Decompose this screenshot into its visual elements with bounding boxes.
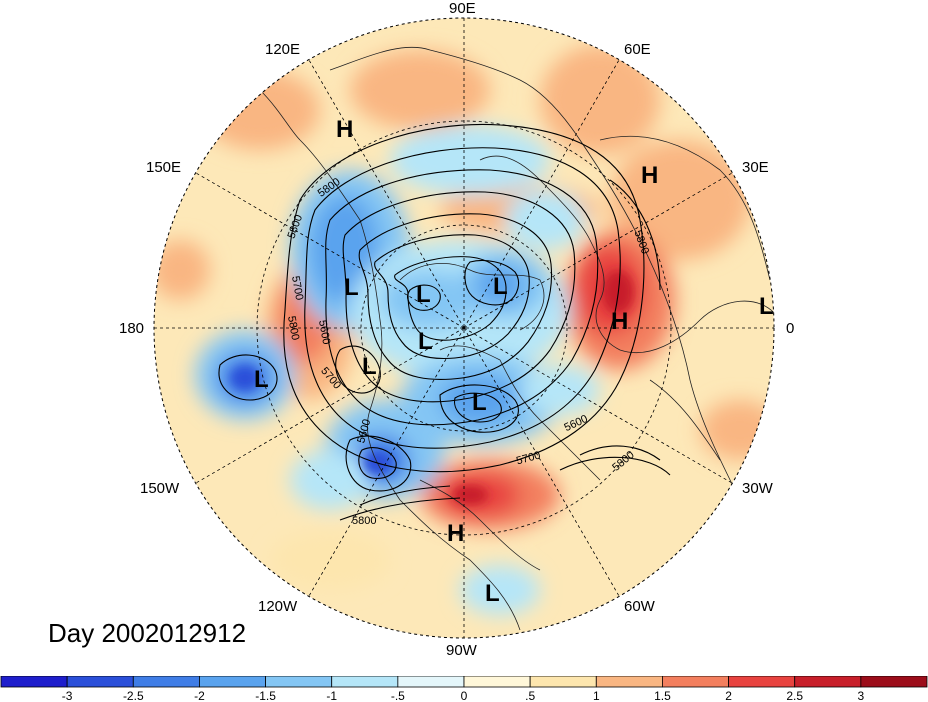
colorbar-box — [529, 676, 597, 688]
colorbar: -3 -2.5 -2 -1.5 -1 -.5 0 .5 1 1.5 2 2.5 3 — [0, 676, 928, 702]
colorbar-box — [397, 676, 465, 688]
colorbar-label: 2 — [725, 689, 732, 702]
lon-label-120e: 120E — [265, 41, 301, 58]
polar-map: 5800 5800 5700 5800 5600 5700 5600 5800 … — [153, 17, 775, 639]
lon-label-120w: 120W — [258, 598, 298, 615]
low-center: L — [418, 328, 433, 355]
colorbar-box — [265, 676, 333, 688]
lon-label-90e: 90E — [449, 0, 476, 17]
lon-label-60w: 60W — [624, 598, 655, 615]
colorbar-label: -1 — [326, 689, 337, 702]
colorbar-label: -2 — [194, 689, 205, 702]
colorbar-box — [66, 676, 134, 688]
lon-label-60e: 60E — [624, 41, 651, 58]
colorbar-label: 1 — [593, 689, 600, 702]
pressure-centers: H H L L L L L L L H L H H L — [254, 116, 774, 607]
colorbar-label: -3 — [62, 689, 73, 702]
colorbar-label: 0 — [461, 689, 468, 702]
height-contours — [218, 123, 671, 521]
map-title: Day 2002012912 — [48, 618, 247, 648]
high-center: H — [611, 308, 628, 335]
colorbar-label: -1.5 — [255, 689, 276, 702]
contour-label: 5600 — [316, 319, 332, 345]
colorbar-box — [132, 676, 200, 688]
low-center: L — [472, 389, 487, 416]
colorbar-label: -.5 — [391, 689, 405, 702]
colorbar-label: 2.5 — [786, 689, 803, 702]
low-center: L — [493, 273, 508, 300]
colorbar-box — [662, 676, 729, 688]
colorbar-box — [0, 676, 68, 688]
lon-label-30e: 30E — [742, 159, 769, 176]
colorbar-box — [794, 676, 862, 688]
contour-label: 5800 — [352, 515, 376, 527]
lon-label-0: 0 — [786, 320, 795, 337]
colorbar-box — [331, 676, 399, 688]
low-center: L — [485, 580, 500, 607]
colorbar-label: -2.5 — [123, 689, 144, 702]
lon-label-150w: 150W — [140, 480, 180, 497]
low-center: L — [362, 353, 377, 380]
colorbar-label: .5 — [525, 689, 535, 702]
anomaly-shading — [154, 18, 774, 638]
low-center: L — [254, 366, 269, 393]
low-center: L — [416, 281, 431, 308]
colorbar-box — [728, 676, 796, 688]
colorbar-boxes — [0, 676, 928, 688]
colorbar-labels: -3 -2.5 -2 -1.5 -1 -.5 0 .5 1 1.5 2 2.5 3 — [62, 689, 865, 702]
lon-label-180: 180 — [119, 320, 145, 337]
low-center: L — [344, 274, 359, 301]
lon-label-150e: 150E — [146, 159, 182, 176]
contour-label: 5700 — [289, 275, 305, 301]
colorbar-label: 3 — [858, 689, 865, 702]
colorbar-label: 1.5 — [654, 689, 671, 702]
lon-label-30w: 30W — [742, 480, 773, 497]
high-center: H — [447, 520, 464, 547]
colorbar-box — [595, 676, 663, 688]
low-center: L — [759, 293, 774, 320]
lon-label-90w: 90W — [446, 642, 477, 659]
colorbar-box — [199, 676, 266, 688]
coastlines — [259, 46, 774, 631]
colorbar-box — [860, 676, 928, 688]
colorbar-box — [463, 676, 531, 688]
high-center: H — [336, 116, 353, 143]
graticule — [154, 18, 774, 638]
contour-label: 5800 — [285, 315, 301, 341]
high-center: H — [641, 162, 658, 189]
map-boundary — [153, 17, 775, 639]
